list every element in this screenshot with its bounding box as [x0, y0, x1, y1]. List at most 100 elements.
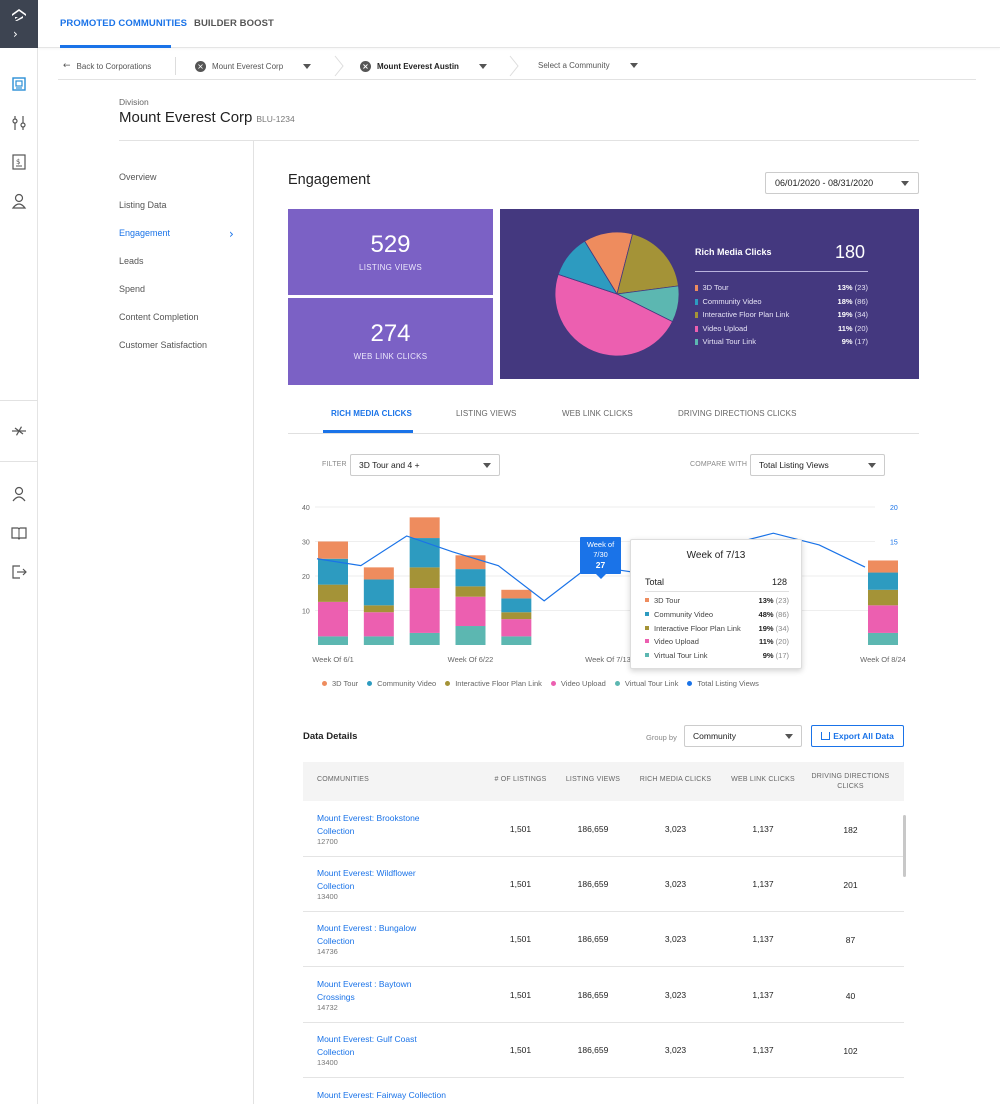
bar-segment[interactable]: [455, 586, 486, 597]
export-all-data-button[interactable]: Export All Data: [811, 725, 904, 747]
bar-segment[interactable]: [363, 605, 394, 613]
community-link[interactable]: Mount Everest: Wildflower Collection: [317, 868, 416, 891]
community-link[interactable]: Mount Everest: Fairway Collection: [317, 1090, 446, 1100]
table-row[interactable]: Mount Everest : Baytown Crossings 14732 …: [303, 968, 904, 1023]
nav-overview[interactable]: Overview: [119, 172, 157, 182]
nav-customer-satisfaction[interactable]: Customer Satisfaction: [119, 340, 208, 350]
corp-selector[interactable]: × Mount Everest Corp: [195, 61, 312, 72]
legend-item[interactable]: Video Upload: [550, 679, 606, 688]
bar-segment[interactable]: [868, 632, 898, 645]
bar-segment[interactable]: [455, 596, 486, 627]
col-rich-media-clicks[interactable]: RICH MEDIA CLICKS: [639, 776, 712, 783]
bar-segment[interactable]: [363, 567, 394, 580]
bar-segment[interactable]: [455, 626, 486, 645]
network-icon[interactable]: [9, 421, 29, 441]
col-driving-directions[interactable]: DRIVING DIRECTIONS CLICKS: [811, 773, 890, 790]
tab-listing-views[interactable]: LISTING VIEWS: [456, 409, 517, 418]
tab-promoted-communities[interactable]: PROMOTED COMMUNITIES: [60, 18, 188, 29]
bar-segment[interactable]: [409, 538, 440, 568]
tab-rich-media-clicks[interactable]: RICH MEDIA CLICKS: [331, 409, 412, 418]
back-to-corporations-link[interactable]: ← Back to Corporations: [63, 61, 151, 71]
legend-dot-icon: [550, 681, 556, 686]
bar-segment[interactable]: [501, 636, 532, 645]
legend-item[interactable]: 3D Tour: [322, 679, 358, 688]
compare-select[interactable]: Total Listing Views: [750, 454, 885, 476]
bar-segment[interactable]: [455, 555, 486, 570]
nav-engagement[interactable]: Engagement: [119, 228, 171, 238]
profile-icon[interactable]: [9, 484, 29, 504]
bar-segment[interactable]: [409, 517, 440, 539]
breadcrumb: ← Back to Corporations × Mount Everest C…: [58, 52, 976, 80]
tab-web-link-clicks[interactable]: WEB LINK CLICKS: [562, 409, 633, 418]
users-icon[interactable]: [9, 191, 29, 211]
group-by-select[interactable]: Community: [684, 725, 802, 747]
filter-select[interactable]: 3D Tour and 4 +: [350, 454, 500, 476]
legend-swatch: [695, 339, 698, 346]
logout-icon[interactable]: [9, 562, 29, 582]
y2-tick-label: 20: [890, 505, 898, 512]
table-row[interactable]: Mount Everest: Fairway Collection: [303, 1079, 904, 1104]
expand-chevron-icon[interactable]: ›: [13, 27, 18, 41]
table-scrollbar[interactable]: [903, 815, 906, 877]
bar-segment[interactable]: [868, 605, 898, 633]
col-communities[interactable]: COMMUNITIES: [317, 776, 369, 783]
pie-slice[interactable]: [616, 233, 679, 295]
legend-item[interactable]: Community Video: [367, 679, 436, 688]
table-row[interactable]: Mount Everest : Bungalow Collection 1473…: [303, 912, 904, 967]
col-listings[interactable]: # OF LISTINGS: [494, 776, 547, 783]
billing-icon[interactable]: $: [9, 152, 29, 172]
tab-builder-boost[interactable]: BUILDER BOOST: [194, 18, 274, 29]
bar-segment[interactable]: [455, 569, 486, 587]
bar-segment[interactable]: [363, 636, 394, 645]
breadcrumb-divider: [175, 57, 176, 75]
nav-content-completion[interactable]: Content Completion: [119, 312, 199, 322]
nav-leads[interactable]: Leads: [119, 256, 144, 266]
bar-segment[interactable]: [318, 601, 348, 637]
bar-segment[interactable]: [409, 567, 440, 589]
tab-driving-directions-clicks[interactable]: DRIVING DIRECTIONS CLICKS: [678, 409, 797, 418]
pie-slice[interactable]: [554, 273, 674, 357]
bar-segment[interactable]: [501, 619, 532, 637]
bar-segment[interactable]: [868, 589, 898, 606]
legend-item[interactable]: Interactive Floor Plan Link: [445, 679, 542, 688]
bar-segment[interactable]: [409, 588, 440, 633]
nav-spend[interactable]: Spend: [119, 284, 146, 294]
bar-segment[interactable]: [501, 612, 532, 620]
community-selector[interactable]: Select a Community: [538, 61, 638, 70]
book-icon[interactable]: [9, 523, 29, 543]
community-link[interactable]: Mount Everest : Baytown Crossings: [317, 979, 412, 1002]
legend-item[interactable]: Total Listing Views: [687, 679, 759, 688]
bar-segment[interactable]: [868, 572, 898, 590]
bar-segment[interactable]: [363, 579, 394, 606]
table-row[interactable]: Mount Everest: Brookstone Collection 127…: [303, 802, 904, 857]
bar-segment[interactable]: [409, 632, 440, 645]
bar-segment[interactable]: [318, 584, 348, 602]
bar-segment[interactable]: [501, 589, 532, 599]
nav-listing-data[interactable]: Listing Data: [119, 200, 167, 210]
tooltip-swatch: [645, 611, 649, 616]
pie-slice[interactable]: [557, 240, 618, 295]
bar-segment[interactable]: [363, 612, 394, 637]
bar-segment[interactable]: [868, 560, 898, 573]
clear-corp-icon[interactable]: ×: [195, 61, 206, 72]
clear-division-icon[interactable]: ×: [360, 61, 371, 72]
bar-segment[interactable]: [318, 636, 348, 645]
col-listing-views[interactable]: LISTING VIEWS: [565, 776, 621, 783]
active-tab-indicator: [323, 430, 413, 433]
legend-item[interactable]: Virtual Tour Link: [614, 679, 678, 688]
community-link[interactable]: Mount Everest : Bungalow Collection: [317, 923, 417, 946]
table-row[interactable]: Mount Everest: Wildflower Collection 134…: [303, 857, 904, 912]
community-link[interactable]: Mount Everest: Gulf Coast Collection: [317, 1034, 417, 1057]
rail-header[interactable]: ›: [0, 0, 38, 48]
tooltip-value: 9% (17): [762, 651, 789, 661]
col-web-link-clicks[interactable]: WEB LINK CLICKS: [731, 776, 795, 783]
dashboard-icon[interactable]: [9, 74, 29, 94]
table-row[interactable]: Mount Everest: Gulf Coast Collection 134…: [303, 1023, 904, 1078]
community-link[interactable]: Mount Everest: Brookstone Collection: [317, 813, 420, 836]
settings-sliders-icon[interactable]: [9, 113, 29, 133]
y-tick-label: 30: [302, 540, 310, 547]
division-selector[interactable]: × Mount Everest Austin: [360, 61, 487, 72]
date-range-select[interactable]: 06/01/2020 - 08/31/2020: [765, 172, 919, 194]
bar-segment[interactable]: [501, 598, 532, 613]
bar-segment[interactable]: [318, 541, 348, 559]
